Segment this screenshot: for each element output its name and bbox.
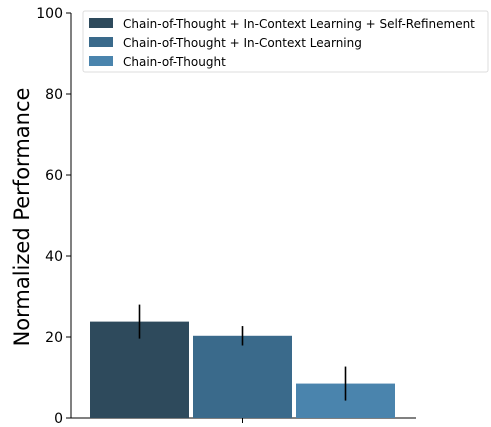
legend-swatch xyxy=(89,56,113,66)
y-tick-label: 0 xyxy=(54,411,63,427)
error-bars xyxy=(138,304,347,401)
y-tick-label: 80 xyxy=(45,87,63,103)
legend-swatch xyxy=(89,18,113,28)
legend: Chain-of-Thought + In-Context Learning +… xyxy=(82,10,489,73)
legend-label: Chain-of-Thought + In-Context Learning +… xyxy=(123,17,475,31)
bar xyxy=(193,335,292,418)
x-axis xyxy=(71,417,416,423)
y-axis: 0 20 40 60 80 100 xyxy=(36,6,72,427)
y-tick-label: 40 xyxy=(45,249,63,265)
legend-label: Chain-of-Thought + In-Context Learning xyxy=(123,36,362,50)
y-tick-label: 60 xyxy=(45,168,63,184)
y-tick-label: 20 xyxy=(45,330,63,346)
y-tick-label: 100 xyxy=(36,6,63,22)
legend-label: Chain-of-Thought xyxy=(123,55,226,69)
y-axis-title: Normalized Performance xyxy=(10,88,34,347)
legend-swatch xyxy=(89,37,113,47)
legend-frame xyxy=(82,10,489,73)
